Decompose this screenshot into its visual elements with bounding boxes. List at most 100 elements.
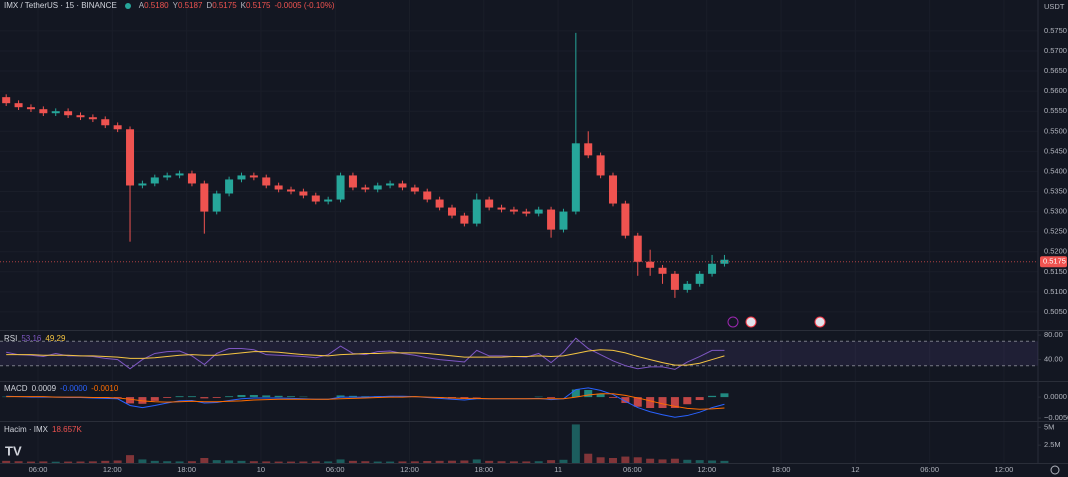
y-tick-label: 0.5350 [1044, 186, 1067, 195]
candle-body [423, 191, 432, 200]
y-tick-label: 0.5250 [1044, 227, 1067, 236]
volume-bar [398, 461, 407, 463]
candle-body [113, 125, 122, 130]
candle-body [547, 209, 556, 230]
candle-body [571, 143, 580, 212]
pane-title: MACD [4, 384, 28, 393]
volume-bar [101, 460, 110, 463]
histogram-bar [596, 393, 605, 398]
candle-body [287, 189, 296, 192]
volume-bar [138, 459, 147, 463]
change-value: -0.0005 (-0.10%) [274, 1, 335, 10]
histogram-bar [670, 397, 679, 408]
histogram-bar [608, 397, 617, 398]
candle-body [361, 187, 370, 190]
histogram-bar [571, 389, 580, 398]
candle-body [138, 183, 147, 186]
histogram-bar [225, 396, 234, 398]
candle-body [633, 235, 642, 262]
candle-body [348, 175, 357, 188]
candle-body [472, 199, 481, 224]
x-tick-label: 06:00 [29, 465, 48, 474]
histogram-bar [683, 397, 692, 405]
volume-bar [608, 458, 617, 463]
x-tick-label: 06:00 [326, 465, 345, 474]
volume-bar [287, 461, 296, 463]
volume-bar [386, 461, 395, 463]
candle-body [608, 175, 617, 204]
candle-body [237, 175, 246, 180]
y-tick-label: 0.5150 [1044, 267, 1067, 276]
volume-bar [361, 461, 370, 463]
y-tick-label: 0.0000 [1044, 392, 1067, 401]
event-icons [727, 316, 826, 328]
status-dot [124, 2, 131, 9]
candle-body [225, 179, 234, 194]
candle-body [373, 185, 382, 190]
volume-bar [646, 458, 655, 463]
ohlc-key: D [206, 1, 213, 10]
candle-body [596, 155, 605, 176]
volume-bar [2, 460, 11, 463]
volume-bar [559, 459, 568, 463]
volume-bar [435, 460, 444, 463]
x-tick-label: 12 [851, 465, 859, 474]
y-tick-label: 5M [1044, 422, 1054, 431]
ohlc-value: 0.5180 [144, 1, 169, 10]
candle-body [497, 207, 506, 210]
volume-bar [472, 459, 481, 463]
band-fill [0, 341, 1038, 366]
histogram-bar [646, 397, 655, 408]
y-tick-label: 0.5050 [1044, 307, 1067, 316]
histogram-bar [200, 397, 209, 399]
event-icon[interactable] [814, 316, 826, 328]
histogram-bar [720, 393, 729, 398]
volume-header: Hacim · IMX 18.657K [4, 425, 82, 434]
volume-bar [596, 457, 605, 463]
x-tick-label: 12:00 [400, 465, 419, 474]
volume-bar [187, 461, 196, 463]
candle-body [64, 111, 73, 116]
volume-bar [262, 461, 271, 463]
event-icon[interactable] [745, 316, 757, 328]
candle-body [175, 173, 184, 176]
candle-body [658, 267, 667, 274]
ohlc-key: Y [172, 1, 178, 10]
header-value: 49.29 [45, 334, 66, 343]
x-tick-label: 12:00 [697, 465, 716, 474]
x-tick-label: 11 [554, 465, 562, 474]
histogram-bar [187, 396, 196, 398]
event-icon[interactable] [727, 316, 739, 328]
volume-bar [695, 460, 704, 463]
macd-header: MACD 0.0009 -0.0000 -0.0010 [4, 384, 118, 393]
volume-bar [448, 460, 457, 463]
histogram-bar [658, 397, 667, 408]
candle-body [584, 143, 593, 156]
histogram-bar [249, 395, 258, 398]
volume-bar [584, 453, 593, 463]
volume-bar [324, 461, 333, 463]
histogram-bar [237, 395, 246, 398]
settings-icon[interactable] [1050, 465, 1060, 475]
y-tick-label: 40.00 [1044, 355, 1063, 364]
histogram-bar [212, 397, 221, 398]
header-value: 18.657K [52, 425, 82, 434]
volume-bar [299, 461, 308, 463]
candle-body [708, 263, 717, 274]
volume-bar [225, 460, 234, 463]
x-tick-label: 12:00 [995, 465, 1014, 474]
volume-bar [274, 461, 283, 463]
volume-bar [14, 461, 23, 463]
header-value: -0.0000 [60, 384, 88, 393]
histogram-bar [708, 395, 717, 398]
candle-body [39, 109, 48, 114]
volume-bar [39, 461, 48, 463]
candle-body [534, 209, 543, 214]
header-value: -0.0010 [91, 384, 119, 393]
y-tick-label: 80.00 [1044, 330, 1063, 339]
volume-bar [88, 461, 97, 463]
volume-bar [311, 461, 320, 463]
volume-bar [76, 461, 85, 463]
histogram-bar [126, 397, 135, 404]
